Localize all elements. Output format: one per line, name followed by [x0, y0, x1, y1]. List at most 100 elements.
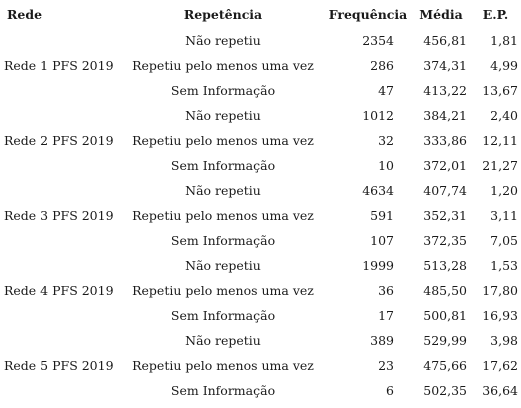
cell-frequencia: 23: [378, 358, 394, 373]
table-row: Sem Informação 17 500,81 16,93: [0, 303, 521, 328]
header-media: Média: [419, 7, 463, 22]
table-row: Sem Informação 6 502,35 36,64: [0, 378, 521, 403]
cell-ep: 17,80: [482, 283, 518, 298]
cell-media: 485,50: [423, 283, 467, 298]
cell-frequencia: 591: [370, 208, 394, 223]
cell-ep: 3,11: [490, 208, 518, 223]
cell-ep: 1,53: [490, 258, 518, 273]
cell-rede: [0, 253, 124, 278]
table-row: Sem Informação 107 372,35 7,05: [0, 228, 521, 253]
cell-rede: [0, 178, 124, 203]
cell-rede: [0, 153, 124, 178]
cell-repetencia: Sem Informação: [170, 233, 276, 248]
table-header: Rede Repetência Frequência Média E.P.: [0, 2, 521, 28]
cell-media: 475,66: [423, 358, 467, 373]
table-row: Rede 1 PFS 2019 Repetiu pelo menos uma ve…: [0, 53, 521, 78]
cell-repetencia: Sem Informação: [170, 308, 276, 323]
cell-rede: Rede 2 PFS 2019: [4, 133, 114, 148]
cell-repetencia: Repetiu pelo menos uma vez: [132, 358, 314, 373]
cell-media: 372,35: [423, 233, 467, 248]
cell-ep: 1,20: [490, 183, 518, 198]
cell-media: 500,81: [423, 308, 467, 323]
header-rede: Rede: [7, 7, 43, 22]
cell-media: 384,21: [423, 108, 467, 123]
cell-rede: [0, 103, 124, 128]
cell-media: 529,99: [423, 333, 467, 348]
cell-frequencia: 389: [370, 333, 394, 348]
cell-rede: Rede 1 PFS 2019: [4, 58, 114, 73]
cell-frequencia: 17: [378, 308, 394, 323]
cell-media: 372,01: [423, 158, 467, 173]
cell-ep: 2,40: [490, 108, 518, 123]
table-row: Rede 3 PFS 2019 Repetiu pelo menos uma ve…: [0, 203, 521, 228]
cell-repetencia: Repetiu pelo menos uma vez: [132, 283, 314, 298]
cell-frequencia: 6: [386, 383, 394, 398]
table-row: Não repetiu 389 529,99 3,98: [0, 328, 521, 353]
cell-media: 407,74: [423, 183, 467, 198]
cell-rede: [0, 28, 124, 53]
cell-ep: 17,62: [482, 358, 518, 373]
cell-repetencia: Não repetiu: [185, 108, 261, 123]
cell-ep: 3,98: [490, 333, 518, 348]
cell-repetencia: Não repetiu: [185, 333, 261, 348]
cell-repetencia: Não repetiu: [185, 258, 261, 273]
header-ep: E.P.: [482, 7, 509, 22]
table-row: Sem Informação 47 413,22 13,67: [0, 78, 521, 103]
table-row: Rede 4 PFS 2019 Repetiu pelo menos uma ve…: [0, 278, 521, 303]
cell-ep: 7,05: [490, 233, 518, 248]
table-row: Não repetiu 1999 513,28 1,53: [0, 253, 521, 278]
cell-frequencia: 2354: [362, 33, 394, 48]
table-row: Rede 5 PFS 2019 Repetiu pelo menos uma ve…: [0, 353, 521, 378]
header-repetencia: Repetência: [183, 7, 263, 22]
cell-media: 456,81: [423, 33, 467, 48]
header-row: Rede Repetência Frequência Média E.P.: [0, 2, 521, 28]
cell-rede: Rede 3 PFS 2019: [4, 208, 114, 223]
table-row: Rede 2 PFS 2019 Repetiu pelo menos uma ve…: [0, 128, 521, 153]
table-row: Não repetiu 4634 407,74 1,20: [0, 178, 521, 203]
cell-media: 502,35: [423, 383, 467, 398]
cell-repetencia: Não repetiu: [185, 33, 261, 48]
cell-rede: [0, 328, 124, 353]
cell-ep: 12,11: [482, 133, 518, 148]
cell-repetencia: Repetiu pelo menos uma vez: [132, 58, 314, 73]
cell-repetencia: Sem Informação: [170, 383, 276, 398]
cell-media: 513,28: [423, 258, 467, 273]
cell-ep: 16,93: [482, 308, 518, 323]
cell-repetencia: Repetiu pelo menos uma vez: [132, 133, 314, 148]
cell-repetencia: Sem Informação: [170, 83, 276, 98]
cell-repetencia: Sem Informação: [170, 158, 276, 173]
table-row: Sem Informação 10 372,01 21,27: [0, 153, 521, 178]
table-row: Não repetiu 1012 384,21 2,40: [0, 103, 521, 128]
cell-rede: Rede 5 PFS 2019: [4, 358, 114, 373]
cell-frequencia: 4634: [362, 183, 394, 198]
cell-ep: 1,81: [490, 33, 518, 48]
table-row: Não repetiu 2354 456,81 1,81: [0, 28, 521, 53]
cell-ep: 4,99: [490, 58, 518, 73]
cell-frequencia: 107: [370, 233, 394, 248]
table-body: Não repetiu 2354 456,81 1,81 Rede 1 PFS 2019…: [0, 28, 521, 403]
cell-ep: 13,67: [482, 83, 518, 98]
header-frequencia: Frequência: [328, 7, 408, 22]
cell-frequencia: 1012: [362, 108, 394, 123]
cell-frequencia: 1999: [362, 258, 394, 273]
cell-ep: 21,27: [482, 158, 518, 173]
cell-rede: [0, 303, 124, 328]
cell-rede: [0, 228, 124, 253]
cell-frequencia: 286: [370, 58, 394, 73]
cell-frequencia: 36: [378, 283, 394, 298]
cell-media: 352,31: [423, 208, 467, 223]
cell-repetencia: Repetiu pelo menos uma vez: [132, 208, 314, 223]
cell-frequencia: 32: [378, 133, 394, 148]
cell-frequencia: 47: [378, 83, 394, 98]
cell-media: 333,86: [423, 133, 467, 148]
cell-rede: [0, 78, 124, 103]
cell-rede: [0, 378, 124, 403]
cell-rede: Rede 4 PFS 2019: [4, 283, 114, 298]
cell-ep: 36,64: [482, 383, 518, 398]
cell-media: 413,22: [423, 83, 467, 98]
cell-frequencia: 10: [378, 158, 394, 173]
cell-repetencia: Não repetiu: [185, 183, 261, 198]
cell-media: 374,31: [423, 58, 467, 73]
